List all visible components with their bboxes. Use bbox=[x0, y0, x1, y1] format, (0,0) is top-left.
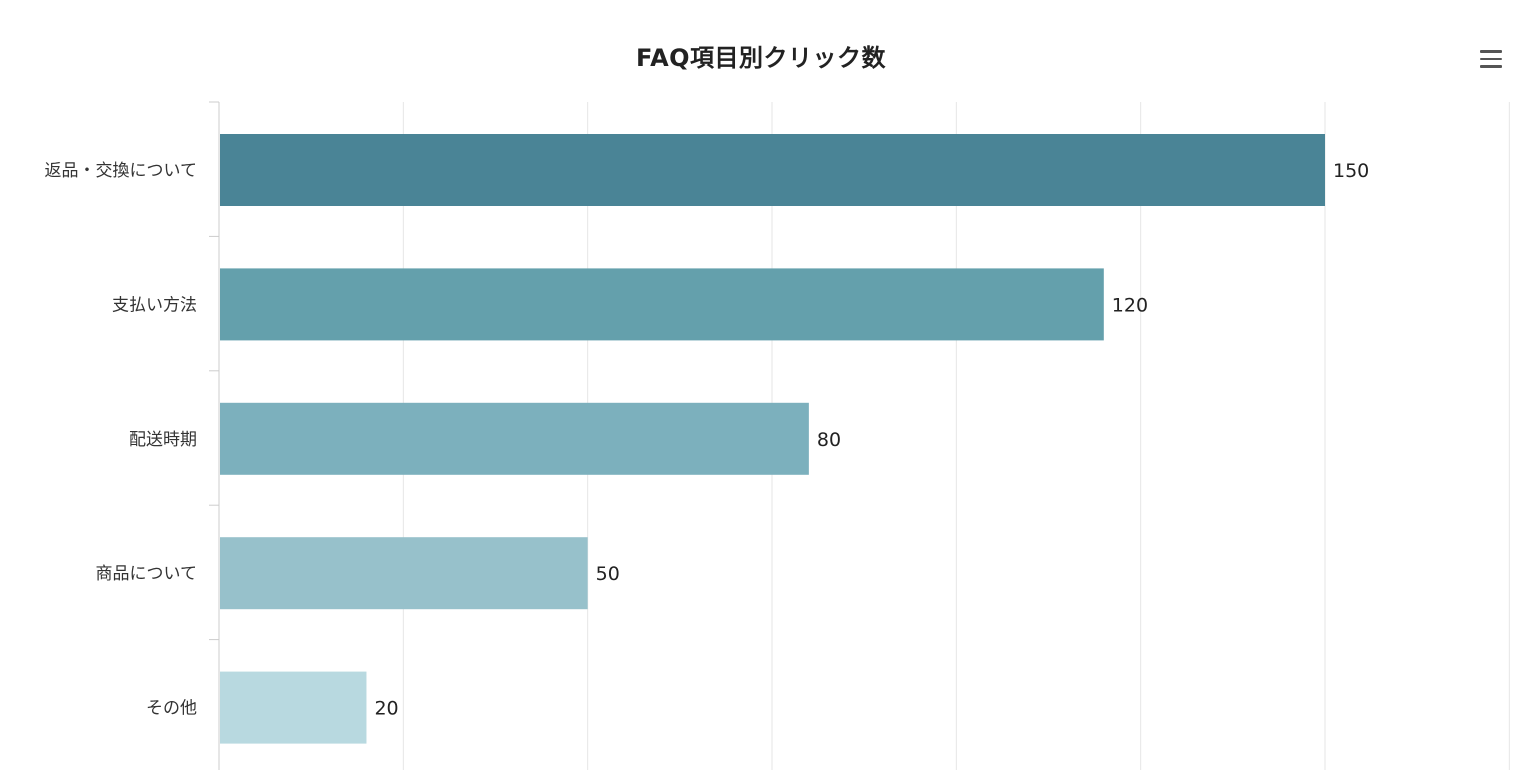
category-label: 商品について bbox=[96, 564, 198, 584]
data-label: 120 bbox=[1112, 294, 1148, 316]
category-label: 支払い方法 bbox=[112, 295, 197, 315]
bar[interactable] bbox=[220, 402, 809, 475]
hamburger-menu-icon[interactable] bbox=[1474, 44, 1508, 74]
bar[interactable] bbox=[220, 134, 1325, 206]
category-label: 配送時期 bbox=[129, 430, 197, 450]
category-label: 返品・交換について bbox=[45, 161, 198, 181]
data-label: 80 bbox=[817, 429, 841, 451]
chart-title: FAQ項目別クリック数 bbox=[635, 44, 887, 72]
bar[interactable] bbox=[220, 671, 367, 744]
bar[interactable] bbox=[220, 537, 588, 610]
category-label: その他 bbox=[146, 699, 197, 719]
bar[interactable] bbox=[220, 268, 1104, 341]
menu-line bbox=[1480, 50, 1502, 53]
data-label: 150 bbox=[1333, 160, 1369, 182]
menu-line bbox=[1480, 57, 1502, 61]
menu-line bbox=[1480, 65, 1502, 68]
data-label: 50 bbox=[596, 563, 620, 585]
data-label: 20 bbox=[374, 698, 398, 720]
